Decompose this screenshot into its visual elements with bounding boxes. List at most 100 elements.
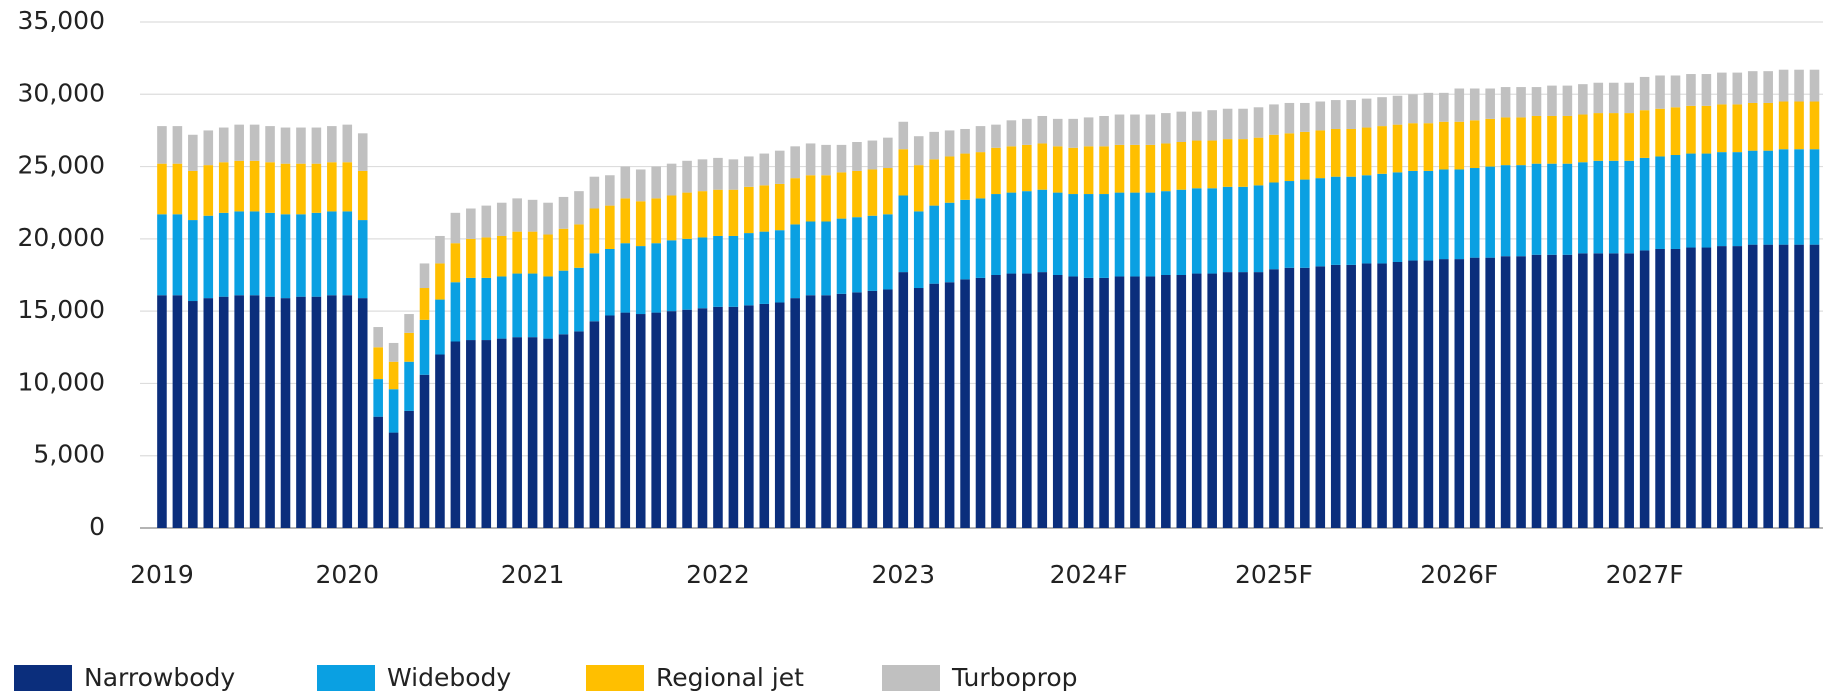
bar-segment — [944, 130, 955, 157]
bar-segment — [1068, 194, 1078, 277]
x-tick-label: 2021 — [501, 560, 565, 589]
bar-segment — [651, 198, 661, 244]
bar-segment — [1176, 275, 1187, 528]
x-tick-label: 2026F — [1420, 560, 1498, 589]
bar-segment — [1052, 275, 1063, 528]
bar-segment — [466, 340, 476, 528]
x-tick-label: 2020 — [315, 560, 379, 589]
bar-segment — [635, 314, 646, 528]
bar-segment — [1083, 277, 1094, 528]
bar-segment — [404, 332, 414, 362]
bar-segment — [651, 312, 661, 528]
bar-segment — [744, 186, 754, 234]
bar-segment — [1562, 115, 1573, 164]
bar-segment — [1253, 107, 1264, 138]
bar-segment — [1701, 105, 1712, 154]
bar-segment — [589, 321, 600, 528]
bar-segment — [682, 309, 692, 528]
bar-segment — [867, 215, 878, 291]
bar-segment — [1315, 266, 1326, 528]
bar-segment — [311, 127, 322, 164]
bar-segment — [1145, 276, 1156, 528]
bar-segment — [1207, 140, 1217, 189]
bar-segment — [1006, 146, 1017, 193]
y-tick-label: 35,000 — [18, 6, 105, 35]
bar-segment — [1454, 259, 1465, 528]
bar-segment — [975, 126, 986, 153]
bar-segment — [1578, 84, 1588, 115]
bar-segment — [1145, 114, 1156, 145]
bar-segment — [960, 128, 970, 154]
bar-segment — [1114, 144, 1125, 193]
bar-segment — [1300, 179, 1310, 268]
bar-segment — [1686, 247, 1696, 528]
bar-segment — [543, 202, 553, 235]
bar-segment — [296, 127, 306, 164]
bar-segment — [1794, 244, 1804, 528]
bar-segment — [172, 214, 183, 296]
bar-segment — [1500, 117, 1511, 166]
bar-segment — [1346, 100, 1356, 129]
bar-segment — [589, 253, 600, 322]
bar-segment — [234, 295, 244, 528]
bar-segment — [1732, 104, 1743, 153]
bar-segment — [1022, 118, 1032, 145]
bar-segment — [1717, 104, 1727, 153]
bar-segment — [311, 163, 322, 213]
bar-segment — [805, 143, 816, 176]
bar-segment — [357, 170, 368, 221]
x-tick-label: 2019 — [130, 560, 194, 589]
bar-segment — [188, 170, 198, 221]
bar-segment — [1423, 92, 1434, 124]
bar-segment — [1315, 130, 1326, 179]
bar-segment — [234, 124, 244, 161]
bar-segment — [172, 126, 183, 164]
legend-swatch — [882, 665, 940, 691]
bar-segment — [1778, 69, 1789, 102]
bar-segment — [1547, 85, 1557, 116]
bar-segment — [836, 172, 847, 219]
bar-segment — [327, 126, 337, 163]
bar-segment — [1191, 188, 1202, 274]
bar-segment — [373, 327, 383, 348]
legend-swatch — [317, 665, 375, 691]
y-tick-label: 10,000 — [18, 367, 105, 396]
bar-segment — [898, 272, 909, 528]
bar-segment — [419, 374, 430, 528]
bar-segment — [496, 202, 507, 236]
bar-segment — [1377, 173, 1387, 264]
bar-segment — [697, 237, 708, 309]
bar-segment — [666, 195, 677, 241]
bar-segment — [1068, 118, 1078, 148]
bar-segment — [1346, 264, 1356, 528]
bar-segment — [1191, 273, 1202, 528]
bar-segment — [1747, 71, 1758, 103]
bar-segment — [1624, 160, 1634, 254]
bar-segment — [558, 270, 569, 335]
bar-segment — [713, 306, 723, 528]
bar-segment — [327, 211, 337, 296]
bar-segment — [1083, 146, 1094, 195]
bar-segment — [1655, 156, 1665, 249]
bar-segment — [1732, 246, 1743, 529]
bar-segment — [728, 189, 739, 236]
bar-segment — [1469, 257, 1480, 528]
bar-segment — [713, 235, 723, 307]
bar-segment — [203, 130, 214, 166]
bar-segment — [1639, 110, 1650, 158]
bar-segment — [1052, 118, 1063, 147]
bar-segment — [296, 296, 306, 528]
bar-segment — [203, 165, 214, 216]
bar-segment — [682, 160, 692, 193]
bar-segment — [1608, 82, 1619, 114]
bar-segment — [1099, 146, 1109, 195]
bar-segment — [651, 243, 661, 313]
x-tick-label: 2025F — [1235, 560, 1313, 589]
bar-segment — [342, 211, 353, 296]
bar-segment — [1686, 74, 1696, 106]
bar-segment — [512, 198, 522, 232]
bar-segment — [867, 290, 878, 528]
bar-segment — [296, 163, 306, 215]
bar-segment — [1022, 191, 1032, 274]
